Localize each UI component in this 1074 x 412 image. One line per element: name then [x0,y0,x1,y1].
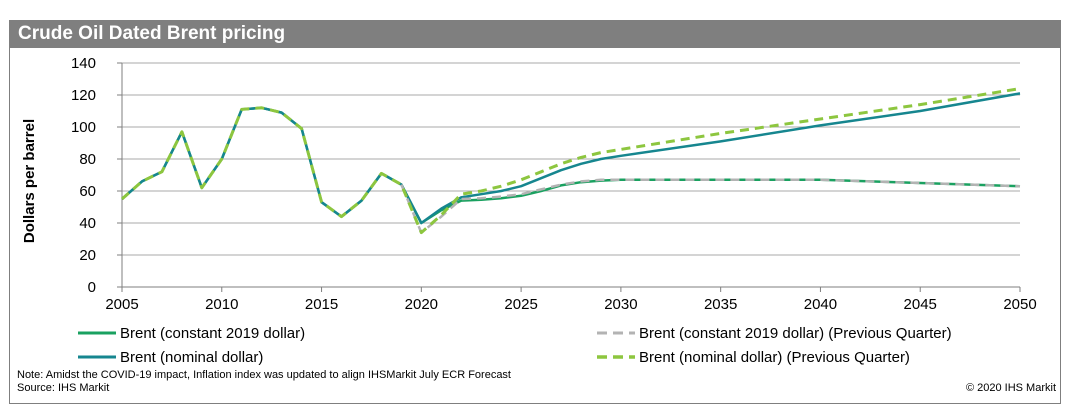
x-tick-label: 2015 [305,296,338,313]
series-line-nominal [121,92,1021,225]
y-tick-label: 80 [79,151,96,168]
x-tick-label: 2040 [804,296,837,313]
gridlines [122,62,1020,256]
footnote: Note: Amidst the COVID-19 impact, Inflat… [17,369,511,395]
x-tick-label: 2010 [205,296,238,313]
title-bar: Crude Oil Dated Brent pricing [10,21,1060,48]
source-text: Source: IHS Markit [17,382,110,394]
y-tick-label: 120 [71,87,96,104]
y-tick-label: 20 [79,247,96,264]
y-tick-label: 100 [71,119,96,136]
series-line-constant_prev [400,178,1021,234]
x-tick-label: 2025 [504,296,537,313]
x-tick-label: 2020 [405,296,438,313]
copyright-text: © 2020 IHS Markit [965,382,1056,394]
x-tick-label: 2050 [1003,296,1036,313]
x-tick-label: 2045 [904,296,937,313]
y-tick-label: 140 [71,55,96,72]
y-tick-label: 0 [88,279,96,296]
chart-frame: Crude Oil Dated Brent pricing [9,20,1061,404]
legend-label-nominal: Brent (nominal dollar) [120,349,263,366]
legend-label-constant_prev: Brent (constant 2019 dollar) (Previous Q… [639,325,952,342]
y-tick-label: 40 [79,215,96,232]
chart-title: Crude Oil Dated Brent pricing [18,23,286,44]
legend-label-nominal_prev: Brent (nominal dollar) (Previous Quarter… [639,349,910,366]
y-axis-label: Dollars per barrel [21,119,38,243]
x-tick-label: 2035 [704,296,737,313]
x-tick-label: 2005 [105,296,138,313]
y-tick-label: 60 [79,183,96,200]
series-line-constant [121,106,1021,225]
x-tick-label: 2030 [604,296,637,313]
series-lines [121,87,1021,235]
legend: Brent (constant 2019 dollar) Brent (nomin… [78,325,952,366]
series-line-nominal_prev [121,87,1021,235]
note-text: Note: Amidst the COVID-19 impact, Inflat… [17,369,511,381]
legend-label-constant: Brent (constant 2019 dollar) [120,325,305,342]
